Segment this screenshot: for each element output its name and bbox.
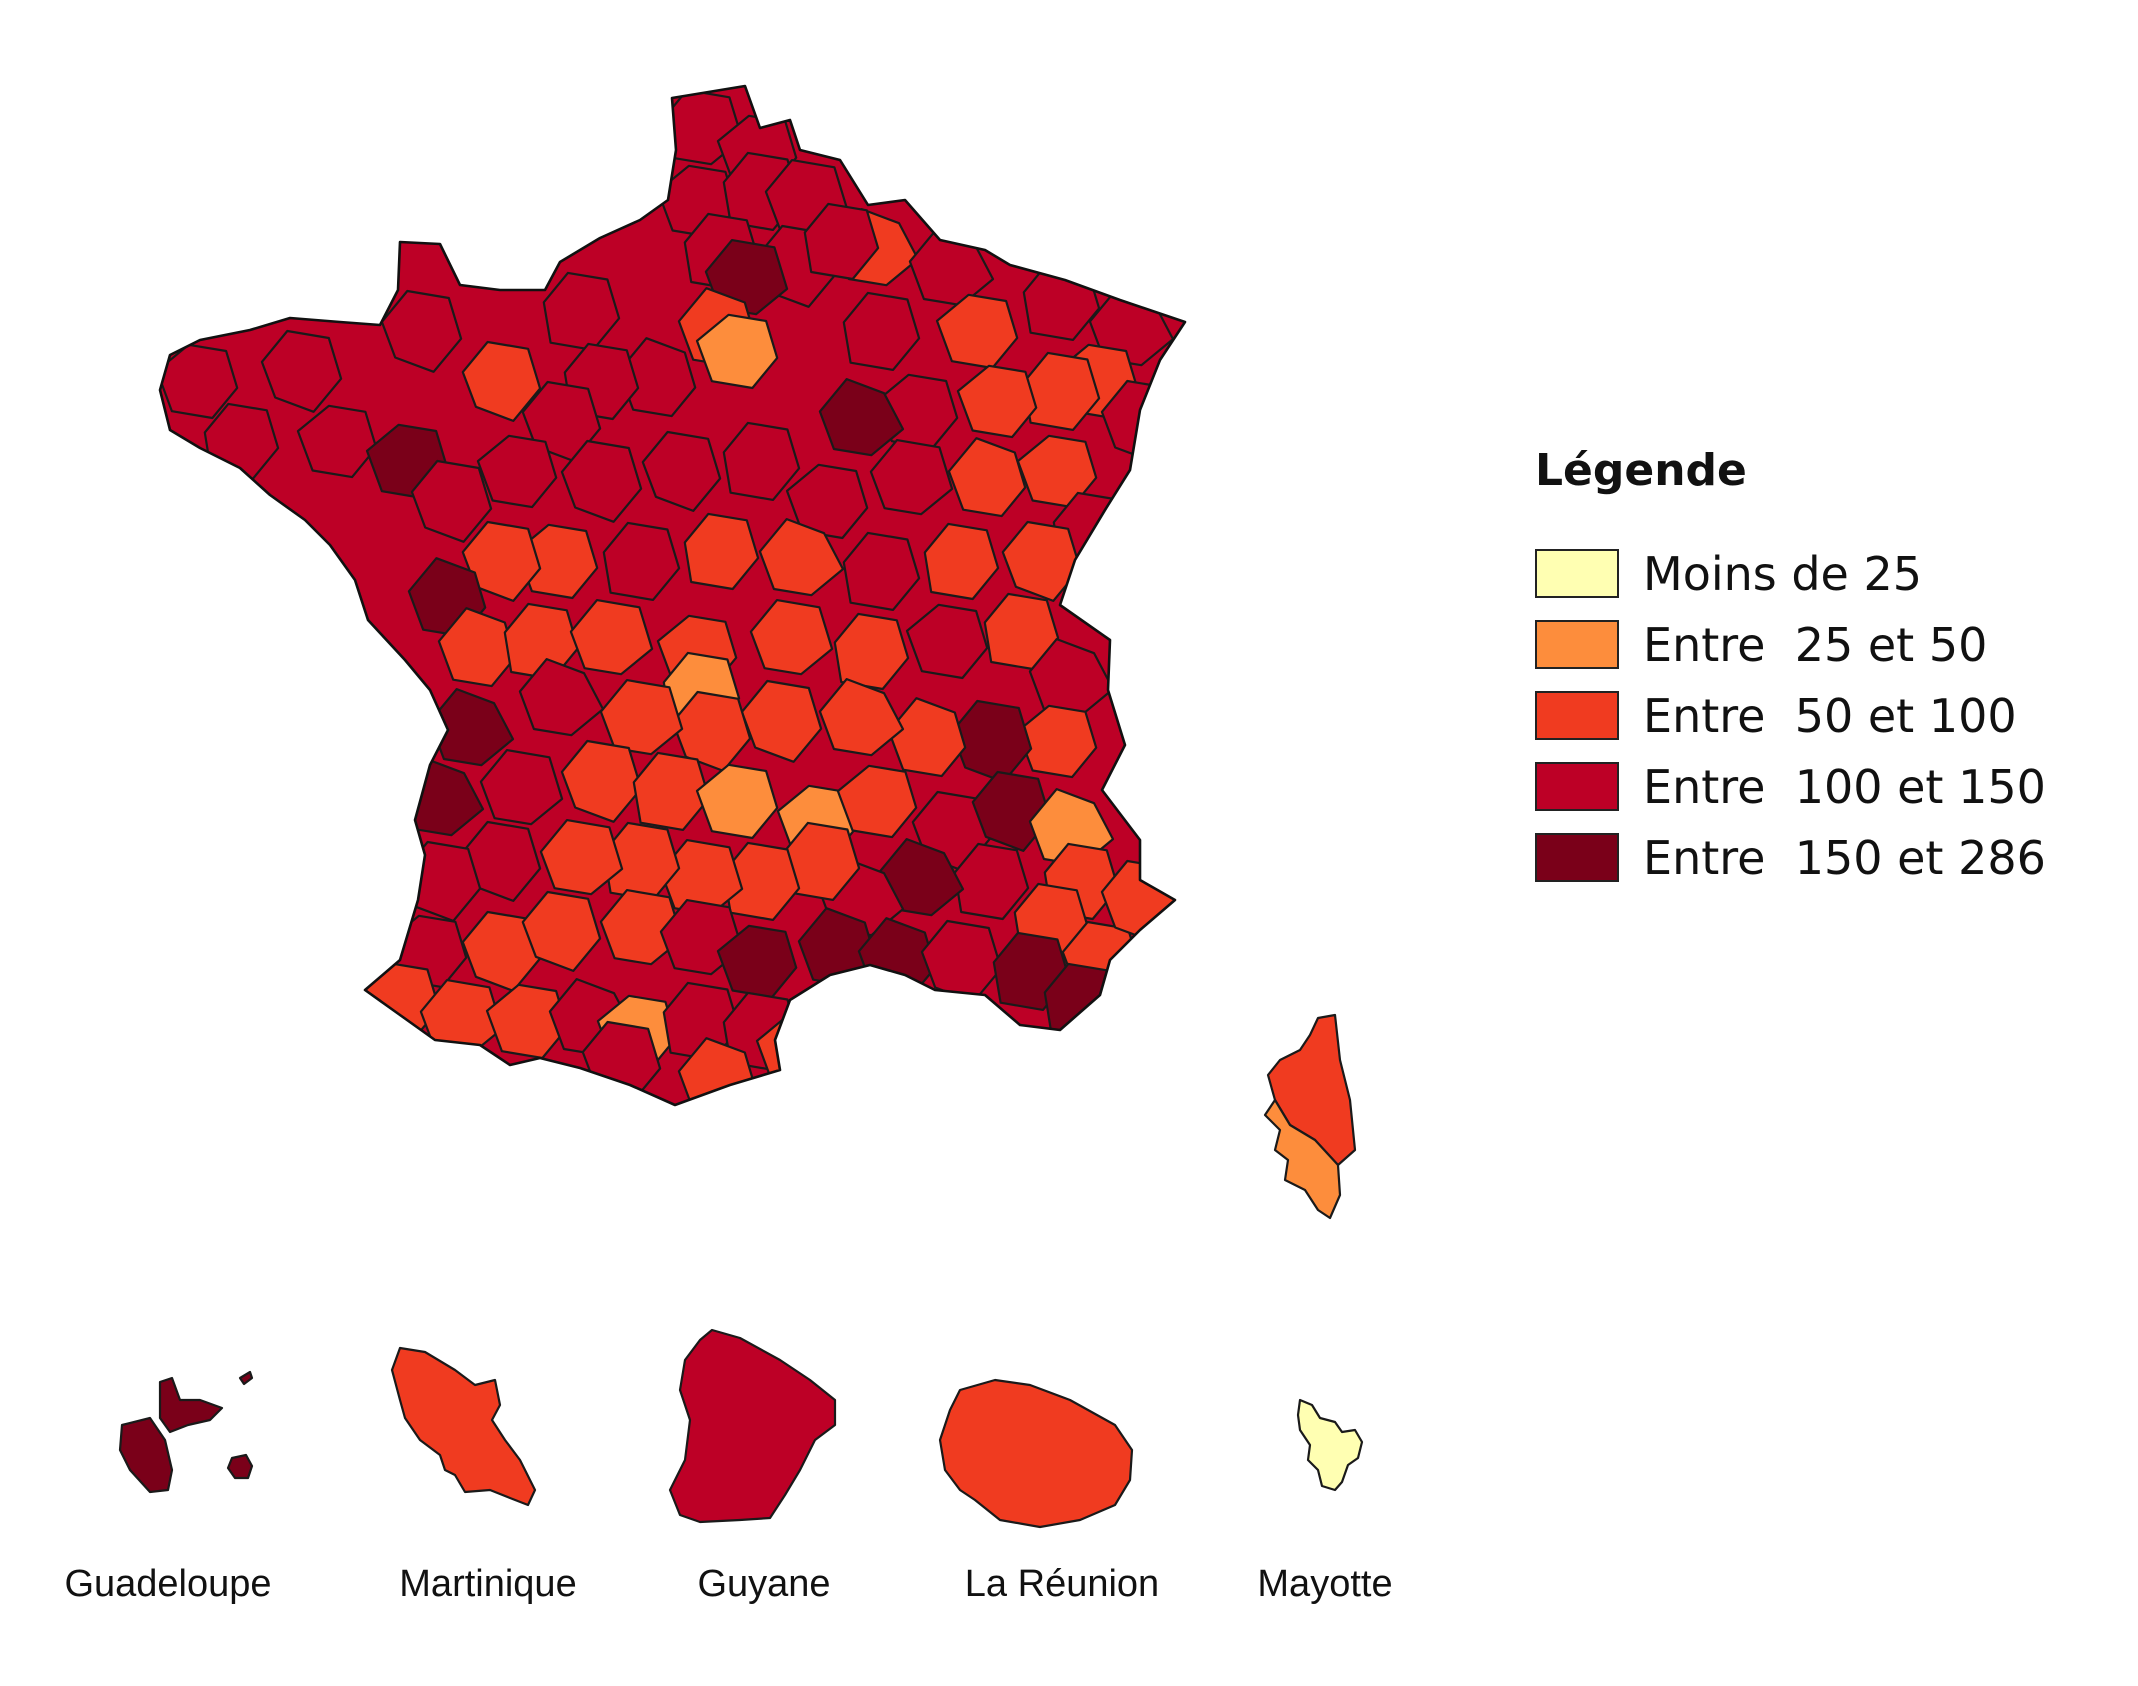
label-martinique: Martinique <box>399 1563 577 1605</box>
guadeloupe-east <box>158 1376 224 1434</box>
la-reunion-shape <box>938 1378 1134 1529</box>
department <box>518 657 605 737</box>
legend-label: Moins de 25 <box>1643 546 1923 601</box>
legend-title: Légende <box>1535 445 1747 496</box>
legend-label: Entre 100 et 150 <box>1643 759 2046 814</box>
department <box>749 598 834 676</box>
department <box>599 888 684 966</box>
department <box>758 517 845 597</box>
legend-swatch <box>1535 691 1619 740</box>
department <box>947 437 1027 518</box>
department <box>569 598 654 676</box>
department <box>905 603 989 680</box>
label-guadeloupe: Guadeloupe <box>64 1563 272 1605</box>
department <box>842 291 921 371</box>
desirade <box>238 1370 254 1386</box>
department <box>869 439 954 516</box>
marie-galante <box>226 1453 254 1480</box>
legend-label: Entre 50 et 100 <box>1643 688 2017 743</box>
legend-item: Entre 100 et 150 <box>1535 751 2046 822</box>
department <box>479 748 564 826</box>
department <box>836 764 918 839</box>
department <box>410 459 493 543</box>
department <box>971 770 1052 853</box>
legend-swatch <box>1535 549 1619 598</box>
legend-label: Entre 150 et 286 <box>1643 830 2046 885</box>
legend: Légende Moins de 25 Entre 25 et 50 Entre… <box>1535 445 2046 893</box>
department <box>695 313 779 390</box>
department <box>803 202 880 281</box>
legend-swatch <box>1535 833 1619 882</box>
legend-item: Entre 25 et 50 <box>1535 609 2046 680</box>
corsica <box>1263 1013 1357 1220</box>
legend-item: Entre 150 et 286 <box>1535 822 2046 893</box>
legend-swatch <box>1535 762 1619 811</box>
department <box>833 612 910 691</box>
department <box>785 463 869 540</box>
department <box>818 677 905 757</box>
label-guyane: Guyane <box>697 1563 831 1605</box>
department <box>923 522 1000 601</box>
department <box>1001 520 1082 603</box>
martinique-shape <box>390 1346 537 1507</box>
department <box>560 439 643 523</box>
legend-item: Entre 50 et 100 <box>1535 680 2046 751</box>
metropolitan-france <box>160 86 1185 1105</box>
legend-swatch <box>1535 620 1619 669</box>
department <box>818 378 905 457</box>
department <box>722 421 801 501</box>
department <box>461 520 542 603</box>
department <box>160 343 239 420</box>
label-mayotte: Mayotte <box>1257 1563 1393 1605</box>
guyane-shape <box>668 1328 837 1524</box>
department <box>260 329 343 413</box>
department <box>695 763 779 840</box>
department <box>602 521 681 602</box>
department <box>476 434 558 509</box>
department <box>842 531 921 612</box>
department <box>539 818 624 896</box>
department <box>437 607 517 688</box>
department <box>956 364 1038 439</box>
guadeloupe-shape <box>118 1370 254 1494</box>
department <box>632 751 711 832</box>
legend-item: Moins de 25 <box>1535 538 2046 609</box>
department <box>641 430 722 512</box>
department <box>461 340 542 422</box>
department <box>521 890 602 973</box>
department <box>560 739 643 823</box>
guadeloupe-west <box>118 1416 174 1494</box>
department <box>296 404 378 479</box>
legend-label: Entre 25 et 50 <box>1643 617 1988 672</box>
mayotte-shape <box>1296 1398 1364 1492</box>
label-la-reunion: La Réunion <box>964 1563 1160 1605</box>
department <box>683 512 760 591</box>
